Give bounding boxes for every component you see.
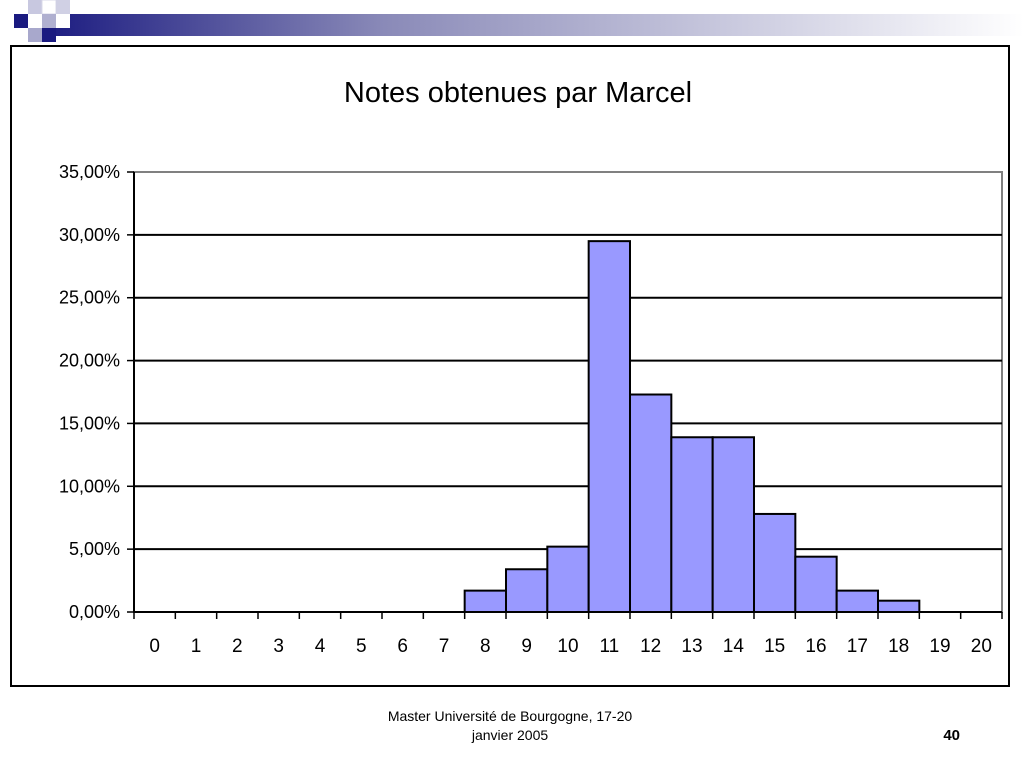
bar-10 — [546, 545, 590, 613]
x-tick-label: 12 — [640, 636, 661, 657]
header-square — [56, 0, 70, 14]
y-tick-label: 15,00% — [59, 413, 120, 433]
bar-8 — [463, 589, 507, 614]
bar-16 — [794, 555, 838, 613]
header-square — [14, 14, 28, 28]
x-tick-label: 4 — [315, 636, 326, 657]
bar-18 — [877, 599, 921, 614]
header-square — [28, 28, 42, 42]
y-tick-label: 30,00% — [59, 225, 120, 245]
slide-number: 40 — [943, 727, 960, 744]
header-square — [28, 0, 42, 14]
bar-15 — [753, 512, 797, 614]
x-tick-label: 2 — [232, 636, 243, 657]
x-tick-label: 18 — [888, 636, 909, 657]
bar-11 — [587, 240, 632, 613]
header-square — [42, 14, 56, 28]
chart-svg: Notes obtenues par Marcel 0,00% 5,00% 10,0… — [59, 77, 1003, 657]
slide-footer: Master Université de Bourgogne, 17-20 ja… — [350, 707, 670, 745]
bar-14 — [711, 436, 756, 613]
x-tick-label: 1 — [191, 636, 202, 657]
x-tick-label: 6 — [397, 636, 408, 657]
bar-9 — [505, 568, 549, 613]
x-tick-label: 14 — [723, 636, 745, 657]
x-tick-label: 10 — [557, 636, 578, 657]
x-tick-label: 5 — [356, 636, 367, 657]
bar-17 — [835, 589, 880, 614]
x-tick-label: 8 — [480, 636, 491, 657]
x-tick-label: 17 — [847, 636, 868, 657]
x-tick-label: 13 — [681, 636, 702, 657]
header-decoration — [14, 0, 1024, 42]
bar-12 — [629, 393, 673, 613]
header-gradient-bar — [40, 14, 1024, 36]
footer-line-1: Master Université de Bourgogne, 17-20 — [387, 708, 633, 724]
x-tick-label: 7 — [439, 636, 450, 657]
y-tick-label: 25,00% — [59, 288, 120, 308]
x-tick-label: 11 — [599, 636, 619, 657]
x-tick-label: 3 — [273, 636, 284, 657]
x-tick-label: 0 — [149, 636, 160, 657]
y-tick-label: 0,00% — [69, 602, 120, 622]
x-tick-label: 16 — [805, 636, 826, 657]
y-tick-label: 20,00% — [59, 351, 120, 371]
plot-area: 0,00% 5,00% 10,00% 15,00% 20,00% 25,00% 30,00%… — [59, 162, 1003, 657]
footer-line-2: janvier 2005 — [471, 727, 549, 743]
bar-13 — [670, 436, 714, 613]
y-tick-label: 35,00% — [59, 162, 120, 182]
x-tick-label: 15 — [764, 636, 785, 657]
plot-border — [133, 171, 1003, 613]
chart-frame: Notes obtenues par Marcel 0,00% 5,00% 10,0… — [10, 45, 1010, 687]
chart-title: Notes obtenues par Marcel — [344, 77, 692, 109]
x-tick-label: 20 — [971, 636, 992, 657]
y-tick-label: 10,00% — [59, 476, 120, 496]
header-square — [28, 14, 42, 28]
x-tick-label: 9 — [521, 636, 532, 657]
header-square — [41, 0, 57, 15]
header-square — [56, 14, 70, 28]
y-tick-label: 5,00% — [69, 539, 120, 559]
header-square — [42, 28, 56, 42]
x-tick-label: 19 — [929, 636, 950, 657]
